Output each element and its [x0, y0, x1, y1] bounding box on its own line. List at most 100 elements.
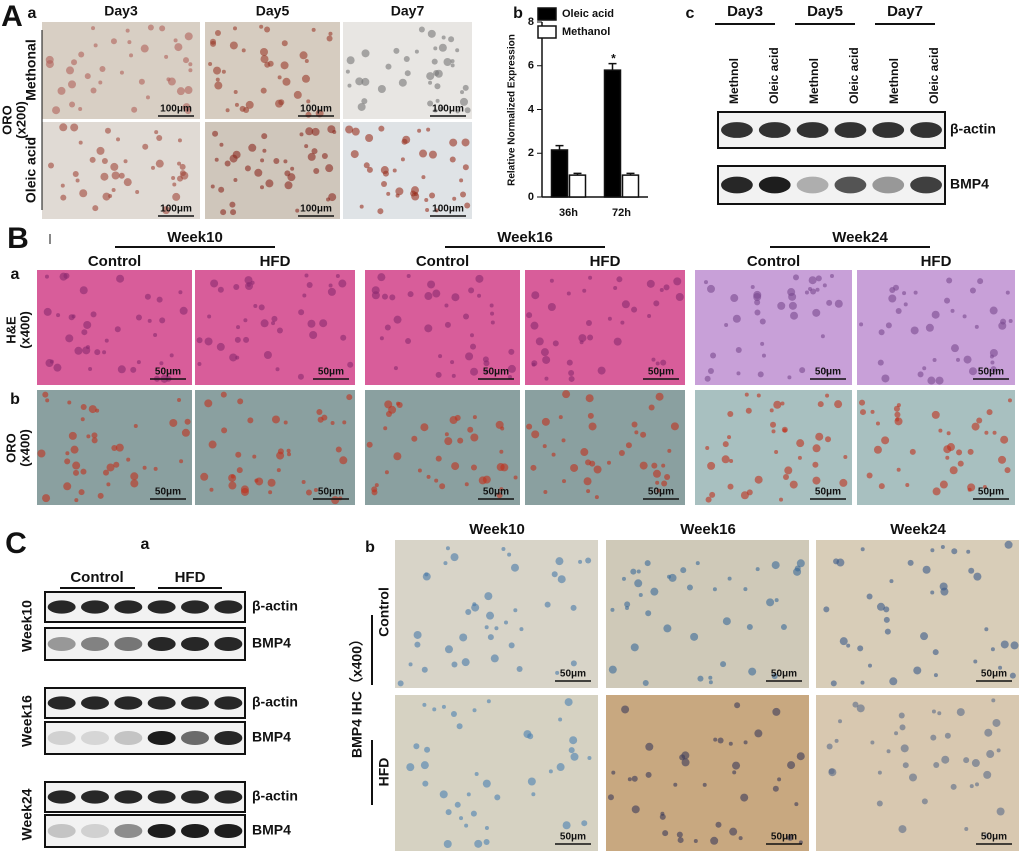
- cell: [414, 641, 421, 648]
- cell: [276, 468, 281, 473]
- cell: [899, 724, 906, 731]
- cell: [153, 466, 158, 471]
- cell: [209, 487, 214, 492]
- cell: [284, 181, 293, 190]
- cell: [631, 421, 638, 428]
- cell: [755, 567, 760, 572]
- cell: [319, 319, 328, 328]
- cell: [866, 472, 873, 479]
- cell: [587, 755, 592, 760]
- cell: [254, 168, 263, 177]
- cell: [870, 740, 875, 745]
- cell: [450, 63, 455, 68]
- cell: [734, 702, 741, 709]
- cell: [808, 276, 817, 285]
- cell: [449, 156, 456, 163]
- scale-label: 100μm: [160, 204, 192, 215]
- cell: [822, 283, 827, 288]
- cell: [385, 63, 392, 70]
- cell: [955, 357, 960, 362]
- cell: [71, 59, 78, 66]
- cell: [406, 763, 415, 772]
- cell: [618, 449, 625, 456]
- cell: [824, 368, 829, 373]
- scale-label: 50μm: [648, 487, 674, 498]
- cell: [1000, 318, 1007, 325]
- cell: [156, 134, 163, 141]
- cell: [930, 734, 937, 741]
- cell: [542, 444, 547, 449]
- cell: [467, 426, 474, 433]
- cell: [398, 78, 407, 87]
- cell: [169, 418, 178, 427]
- cell: [64, 458, 71, 465]
- blot-band: [114, 696, 143, 710]
- cell: [116, 137, 121, 142]
- cell: [707, 368, 714, 375]
- cell: [484, 592, 493, 601]
- cell: [321, 153, 328, 160]
- cell: [962, 314, 967, 319]
- cell: [262, 148, 267, 153]
- cell: [85, 345, 90, 350]
- cell: [345, 69, 350, 74]
- cell: [258, 304, 265, 311]
- cell: [464, 202, 471, 209]
- cell: [413, 191, 418, 196]
- bar: [550, 149, 569, 198]
- scale-label: 50μm: [981, 669, 1007, 680]
- cell: [298, 309, 305, 316]
- cell: [580, 448, 589, 457]
- cell: [812, 308, 821, 317]
- cell: [381, 293, 388, 300]
- cell: [131, 106, 138, 113]
- cell: [561, 438, 566, 443]
- cell: [382, 170, 389, 177]
- cell: [422, 702, 427, 707]
- cell: [771, 561, 780, 570]
- cell: [727, 410, 734, 417]
- cell: [119, 70, 124, 75]
- cell: [464, 823, 469, 828]
- group-label: HFD: [260, 253, 291, 270]
- blot-box: [44, 687, 246, 719]
- cell: [494, 794, 501, 801]
- cell: [542, 355, 551, 364]
- blot-band: [81, 790, 109, 804]
- cell: [67, 400, 72, 405]
- cell: [113, 461, 120, 468]
- cell: [650, 587, 659, 596]
- cell: [587, 334, 594, 341]
- cell: [662, 830, 669, 837]
- cell: [902, 291, 907, 296]
- cell: [860, 680, 865, 685]
- cell: [616, 276, 623, 283]
- stain-label: H&E: [3, 316, 18, 344]
- cell: [445, 809, 452, 816]
- cell: [484, 625, 489, 630]
- cell: [200, 472, 209, 481]
- cell: [878, 483, 885, 490]
- cell: [345, 125, 354, 134]
- scale-label: 100μm: [300, 204, 332, 215]
- cell: [70, 123, 79, 132]
- cell: [490, 311, 495, 316]
- cell: [631, 805, 640, 814]
- cell: [797, 455, 802, 460]
- cell: [335, 446, 342, 453]
- cell: [472, 602, 477, 607]
- cell: [395, 187, 404, 196]
- cell: [65, 334, 74, 343]
- cell: [295, 208, 300, 213]
- cell: [652, 469, 661, 478]
- cell: [260, 48, 269, 57]
- cell: [663, 624, 672, 633]
- cell: [578, 559, 583, 564]
- cell: [88, 405, 97, 414]
- cell: [377, 208, 384, 215]
- cell: [275, 367, 280, 372]
- band-label: BMP4: [252, 729, 291, 745]
- cell: [945, 455, 950, 460]
- cell: [931, 410, 940, 419]
- cell: [613, 285, 618, 290]
